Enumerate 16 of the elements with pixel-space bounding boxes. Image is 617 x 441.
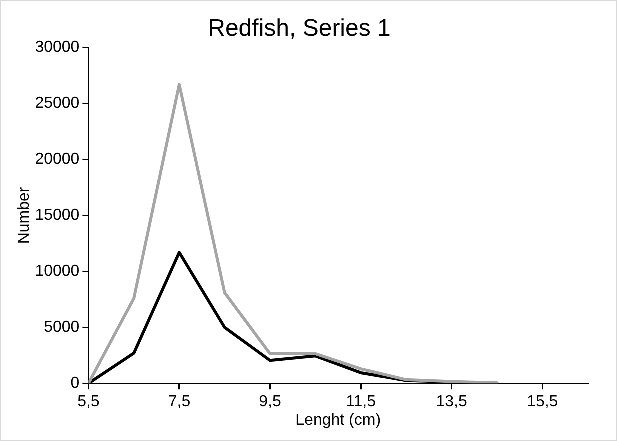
x-tick-label: 15,5 <box>527 394 558 411</box>
y-tick-label: 5000 <box>44 319 80 336</box>
y-tick-label: 30000 <box>35 39 80 56</box>
x-tick-label: 11,5 <box>346 394 376 411</box>
y-tick-label: 15000 <box>35 207 80 224</box>
chart-title: Redfish, Series 1 <box>208 15 391 42</box>
x-tick-label: 5,5 <box>78 394 100 411</box>
y-tick-label: 0 <box>70 375 80 392</box>
x-tick-label: 9,5 <box>259 394 282 411</box>
y-tick-label: 10000 <box>35 263 80 280</box>
x-axis-title: Lenght (cm) <box>296 412 382 429</box>
y-axis-title: Number <box>16 186 34 244</box>
x-tick-label: 13,5 <box>436 394 468 411</box>
y-tick-label: 25000 <box>35 95 80 112</box>
x-tick-label: 7,5 <box>168 394 191 411</box>
y-tick-label: 20000 <box>35 151 80 168</box>
